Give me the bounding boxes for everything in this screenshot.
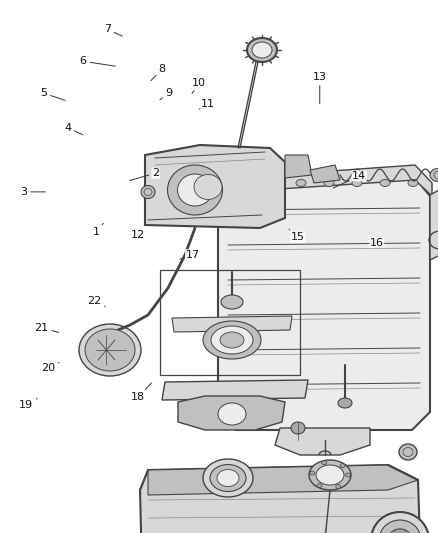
Ellipse shape [194,174,222,199]
Ellipse shape [316,465,344,485]
Text: 19: 19 [19,399,37,410]
Ellipse shape [291,422,305,434]
Ellipse shape [408,180,418,187]
Text: 20: 20 [41,362,59,373]
Polygon shape [148,465,418,495]
Ellipse shape [352,180,362,187]
Ellipse shape [296,180,306,187]
Ellipse shape [346,473,350,477]
Ellipse shape [268,180,278,187]
Ellipse shape [247,38,277,62]
Text: 9: 9 [160,88,172,100]
Polygon shape [162,380,308,400]
Ellipse shape [85,329,135,371]
Polygon shape [178,396,285,430]
Text: 7: 7 [104,25,122,36]
Ellipse shape [388,529,412,533]
Text: 22: 22 [87,296,105,306]
Polygon shape [285,155,312,178]
Text: 5: 5 [40,88,65,100]
Ellipse shape [167,165,223,215]
Ellipse shape [217,470,239,487]
Polygon shape [430,185,438,260]
Text: 13: 13 [313,72,327,104]
Text: 18: 18 [131,383,152,402]
Text: 10: 10 [192,78,206,94]
Ellipse shape [371,512,429,533]
Ellipse shape [338,398,352,408]
Text: 4: 4 [64,123,83,135]
Ellipse shape [220,332,244,348]
Ellipse shape [399,444,417,460]
Text: 3: 3 [21,187,46,197]
Ellipse shape [79,324,141,376]
Polygon shape [140,465,420,533]
Ellipse shape [240,180,250,187]
Text: 12: 12 [131,230,145,239]
Ellipse shape [203,459,253,497]
Ellipse shape [322,461,327,465]
Text: 14: 14 [333,171,366,188]
Ellipse shape [203,321,261,359]
Ellipse shape [336,484,341,489]
Polygon shape [172,316,292,332]
Ellipse shape [221,295,243,309]
Ellipse shape [380,180,390,187]
Ellipse shape [430,168,438,182]
Polygon shape [275,428,370,455]
Polygon shape [234,165,432,196]
Ellipse shape [177,174,212,206]
Text: 1: 1 [93,223,103,237]
Bar [160,270,300,375]
Text: 21: 21 [35,323,59,333]
Polygon shape [145,145,285,228]
Polygon shape [310,165,340,183]
Ellipse shape [218,403,246,425]
Ellipse shape [324,180,334,187]
Text: 8: 8 [151,64,166,80]
Ellipse shape [309,460,351,490]
Ellipse shape [379,520,421,533]
Ellipse shape [252,42,272,58]
Text: 15: 15 [289,229,305,242]
Ellipse shape [210,464,246,491]
Ellipse shape [141,185,155,198]
Ellipse shape [340,464,345,467]
Text: 2: 2 [130,168,159,181]
Ellipse shape [317,483,322,488]
Text: 11: 11 [199,99,215,109]
Text: 17: 17 [180,250,200,260]
Ellipse shape [211,326,253,354]
Ellipse shape [310,471,314,475]
Text: 16: 16 [370,238,384,247]
Text: 6: 6 [80,56,116,66]
Polygon shape [218,178,430,430]
